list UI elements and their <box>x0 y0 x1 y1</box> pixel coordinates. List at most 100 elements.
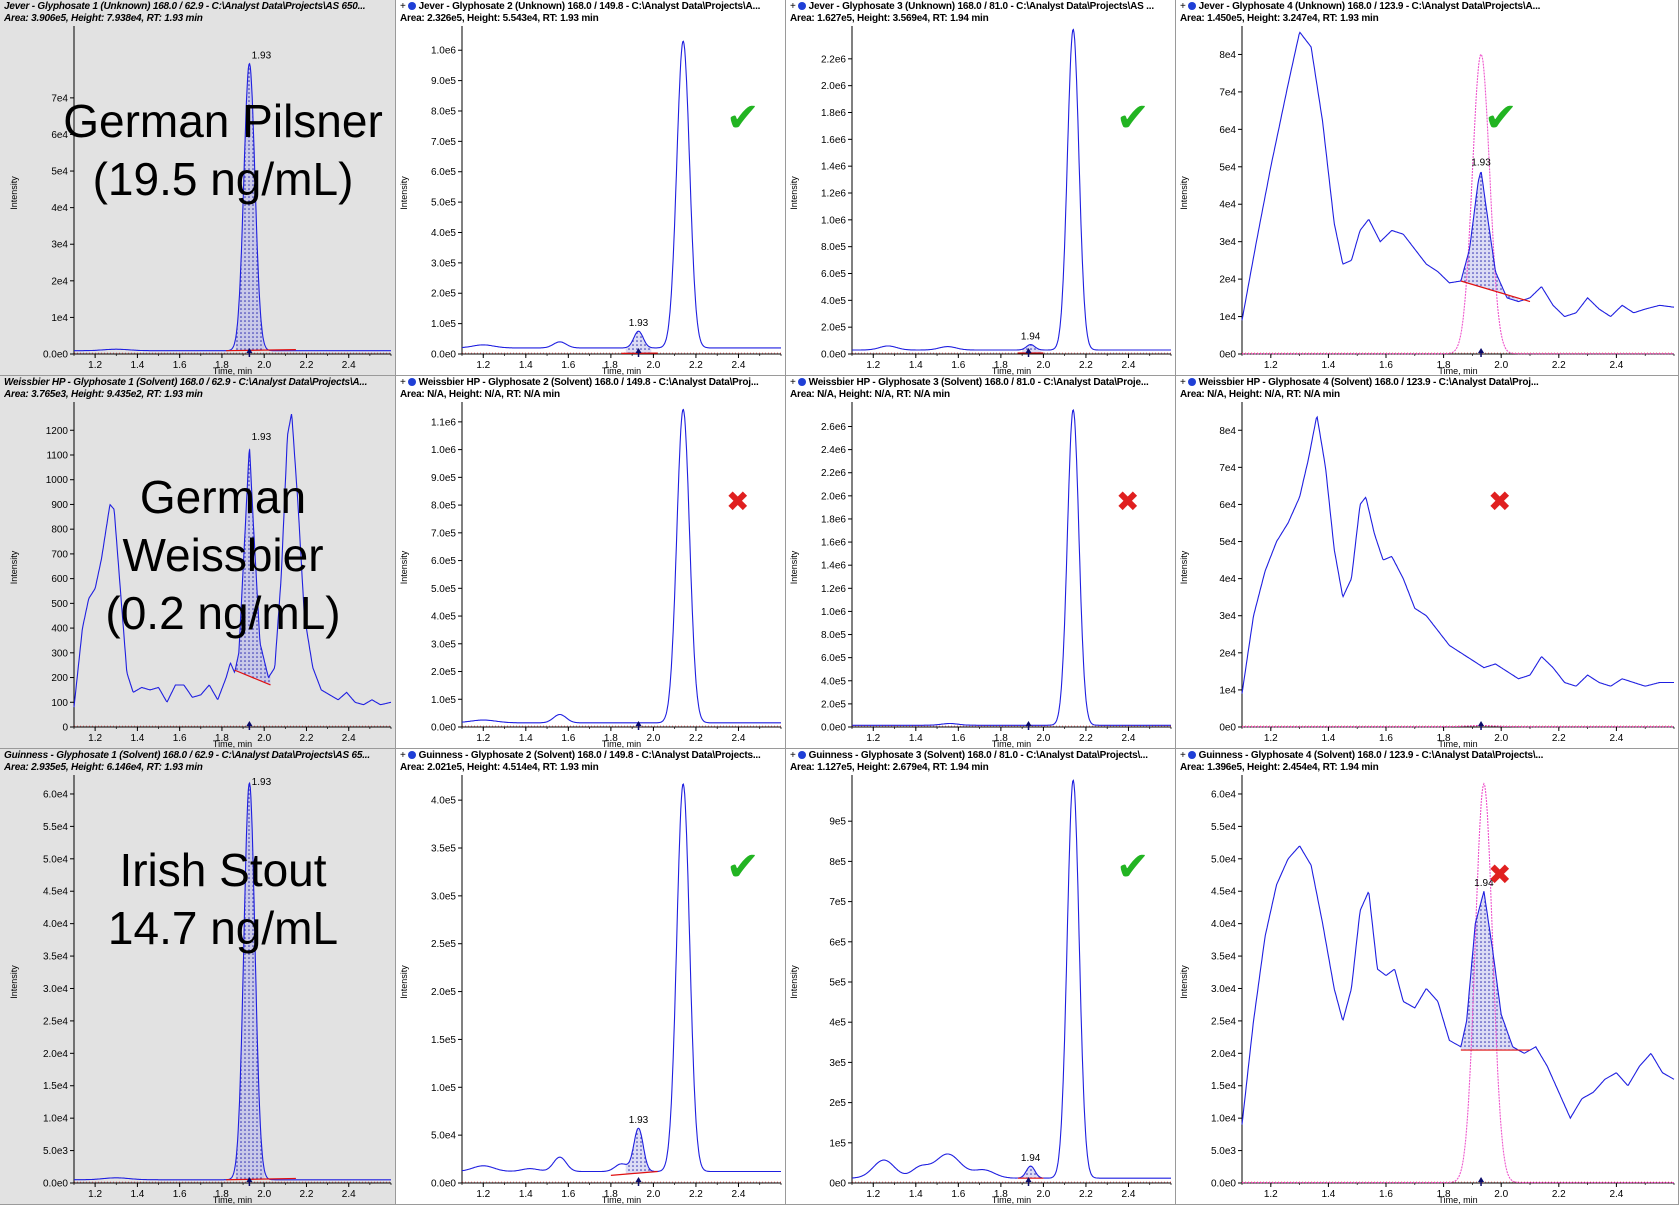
x-tick-label: 1.8 <box>215 360 229 371</box>
y-tick-label: 6.0e5 <box>821 653 846 664</box>
y-axis-label: Intensity <box>9 550 19 584</box>
x-tick-label: 2.2 <box>1079 1189 1093 1200</box>
y-tick-label: 0.0e0 <box>431 723 456 734</box>
x-tick-label: 1.2 <box>476 1189 490 1200</box>
chromatogram-trace <box>1241 845 1675 1125</box>
panel-stats: Area: 3.906e5, Height: 7.938e4, RT: 1.93… <box>4 13 203 24</box>
y-tick-label: 1.6e6 <box>821 135 846 146</box>
trace-dot-icon <box>407 378 416 386</box>
x-tick-label: 2.4 <box>1609 360 1623 371</box>
y-tick-label: 8.0e5 <box>821 630 846 641</box>
y-tick-label: 0.0e0 <box>43 350 68 361</box>
x-tick-label: 1.6 <box>561 1189 575 1200</box>
panel-header: + Weissbier HP - Glyphosate 4 (Solvent) 1… <box>1180 377 1676 401</box>
panel-header: + Jever - Glyphosate 4 (Unknown) 168.0 / … <box>1180 1 1676 25</box>
y-tick-label: 4.0e4 <box>1211 919 1236 930</box>
rt-arrow-icon <box>1025 721 1032 726</box>
y-tick-label: 8.0e5 <box>821 242 846 253</box>
x-tick-label: 1.2 <box>866 360 880 371</box>
y-tick-label: 2.0e5 <box>821 323 846 334</box>
x-tick-label: 2.2 <box>1552 360 1566 371</box>
y-tick-label: 3.5e4 <box>43 952 68 963</box>
y-tick-label: 4.0e5 <box>431 612 456 623</box>
expand-plus-icon[interactable]: + <box>790 377 796 388</box>
expand-plus-icon[interactable]: + <box>790 1 796 12</box>
x-tick-label: 1.2 <box>476 360 490 371</box>
x-tick-label: 2.2 <box>689 1189 703 1200</box>
panel-stats: Area: 2.935e5, Height: 6.146e4, RT: 1.93… <box>4 762 203 773</box>
y-tick-label: 1.0e6 <box>431 46 456 57</box>
expand-plus-icon[interactable]: + <box>400 377 406 388</box>
y-tick-label: 7e4 <box>1219 87 1236 98</box>
x-tick-label: 2.4 <box>342 360 356 371</box>
x-tick-label: 2.2 <box>300 733 314 744</box>
y-tick-label: 4.0e5 <box>431 228 456 239</box>
x-tick-label: 2.0 <box>646 733 660 744</box>
y-tick-label: 5.0e4 <box>431 1131 456 1142</box>
panel-stats: Area: 1.450e5, Height: 3.247e4, RT: 1.93… <box>1180 13 1379 24</box>
y-tick-label: 4e4 <box>1219 574 1236 585</box>
y-tick-label: 7.0e5 <box>431 528 456 539</box>
y-axis-label: Intensity <box>399 176 409 210</box>
x-tick-label: 1.4 <box>909 733 923 744</box>
expand-plus-icon[interactable]: + <box>400 1 406 12</box>
y-axis-label: Intensity <box>9 176 19 210</box>
y-tick-label: 300 <box>51 648 68 659</box>
x-tick-label: 1.8 <box>994 360 1008 371</box>
chromatogram-trace <box>1241 31 1675 321</box>
x-axis-label: Time, min <box>1438 366 1477 376</box>
expand-plus-icon[interactable]: + <box>400 750 406 761</box>
chart-plot: 0.0e0 2.0e5 4.0e5 6.0e5 8.0e5 1.0e6 1.2e6 1.4e6… <box>789 26 1172 375</box>
x-axis-label: Time, min <box>213 739 252 749</box>
panel-header: + Jever - Glyphosate 3 (Unknown) 168.0 / … <box>790 1 1173 25</box>
x-axis-label: Time, min <box>992 1195 1031 1205</box>
y-tick-label: 100 <box>51 698 68 709</box>
y-tick-label: 1.0e5 <box>431 319 456 330</box>
chromatogram-panel: Guinness - Glyphosate 1 (Solvent) 168.0 … <box>0 749 396 1205</box>
expand-plus-icon[interactable]: + <box>790 750 796 761</box>
x-tick-label: 2.0 <box>257 360 271 371</box>
chromatogram-trace <box>1241 415 1674 694</box>
panel-title-text: Guinness - Glyphosate 2 (Solvent) 168.0 … <box>418 750 761 761</box>
integration-baseline <box>226 1177 296 1181</box>
x-tick-label: 1.2 <box>1264 360 1278 371</box>
chromatogram-panel: + Weissbier HP - Glyphosate 4 (Solvent) 1… <box>1176 376 1679 749</box>
y-tick-label: 2.0e4 <box>43 1049 68 1060</box>
y-tick-label: 7e5 <box>829 897 846 908</box>
cross-icon: ✖ <box>726 485 750 518</box>
y-axis-label: Intensity <box>789 965 799 999</box>
panel-header: + Jever - Glyphosate 2 (Unknown) 168.0 / … <box>400 1 783 25</box>
expand-plus-icon[interactable]: + <box>1180 1 1186 12</box>
x-tick-label: 2.2 <box>300 1189 314 1200</box>
x-tick-label: 1.8 <box>215 733 229 744</box>
x-tick-label: 1.6 <box>1379 733 1393 744</box>
y-tick-label: 6e5 <box>829 937 846 948</box>
y-tick-label: 3e4 <box>1219 611 1236 622</box>
y-tick-label: 9.0e5 <box>431 473 456 484</box>
rt-arrow-icon <box>246 348 253 353</box>
y-tick-label: 1.8e6 <box>821 108 846 119</box>
x-tick-label: 2.0 <box>1494 733 1508 744</box>
chromatogram-panel: Weissbier HP - Glyphosate 1 (Solvent) 16… <box>0 376 396 749</box>
trace-dot-icon <box>407 2 416 10</box>
expand-plus-icon[interactable]: + <box>1180 377 1186 388</box>
chart-plot: 0.0e0 1.0e5 2.0e5 3.0e5 4.0e5 5.0e5 6.0e5 7.0e5… <box>399 26 782 375</box>
y-tick-label: 2.2e6 <box>821 468 846 479</box>
x-tick-label: 1.4 <box>909 360 923 371</box>
peak-label: 1.93 <box>629 318 649 329</box>
panel-title: + Weissbier HP - Glyphosate 3 (Solvent) 1… <box>790 377 1173 389</box>
chromatogram-trace <box>852 408 1171 726</box>
y-tick-label: 2.0e5 <box>431 289 456 300</box>
peak-label: 1.94 <box>1021 332 1041 343</box>
panel-title: + Weissbier HP - Glyphosate 4 (Solvent) 1… <box>1180 377 1676 389</box>
reference-trace <box>1242 782 1674 1184</box>
x-tick-label: 1.4 <box>1321 360 1335 371</box>
y-tick-label: 0.0e0 <box>431 350 456 361</box>
reference-trace <box>1242 725 1674 728</box>
y-tick-label: 5.0e4 <box>43 854 68 865</box>
x-tick-label: 1.8 <box>1437 1189 1451 1200</box>
x-tick-label: 2.0 <box>1036 733 1050 744</box>
expand-plus-icon[interactable]: + <box>1180 750 1186 761</box>
y-tick-label: 2.0e5 <box>431 987 456 998</box>
y-tick-label: 2.0e5 <box>431 667 456 678</box>
